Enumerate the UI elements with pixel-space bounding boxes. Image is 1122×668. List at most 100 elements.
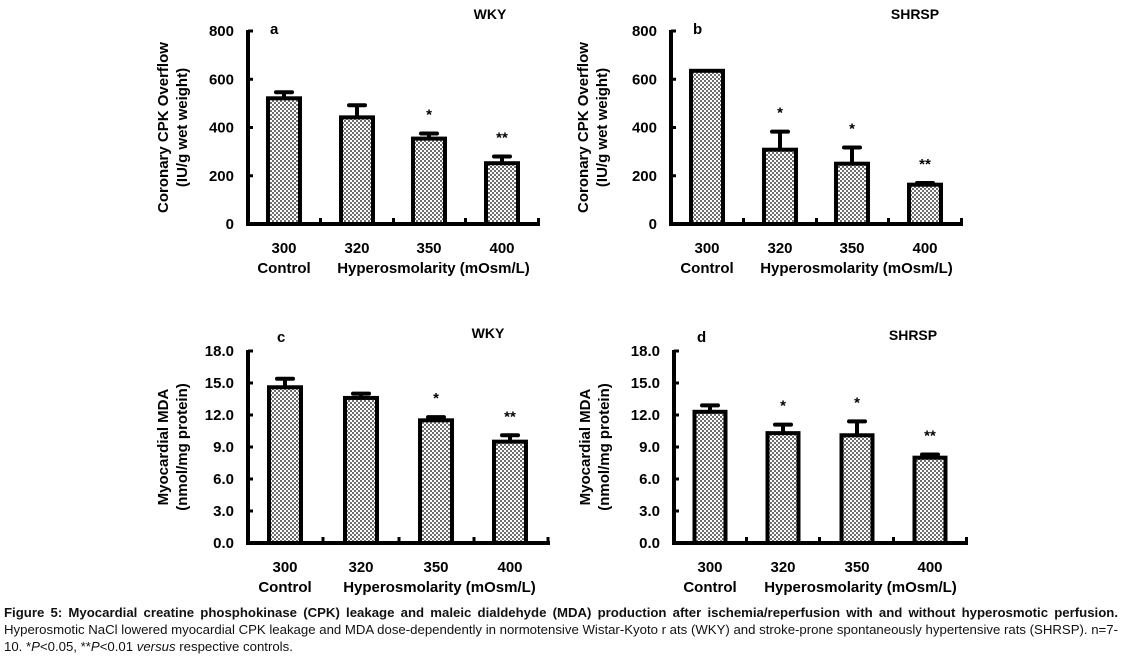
- y-axis-label-line1: Coronary CPK Overflow: [575, 42, 592, 213]
- y-tick-label: 12.0: [205, 407, 234, 424]
- caption-p2: P: [90, 639, 100, 654]
- caption-text-2: <0.05, **: [39, 639, 91, 654]
- bar-350: [418, 418, 454, 546]
- x-group-label-control: Control: [257, 260, 310, 277]
- bar-350: [834, 161, 870, 226]
- x-tick-label: 350: [839, 240, 864, 257]
- panel-letter: c: [277, 329, 285, 346]
- bar-300: [266, 96, 302, 226]
- x-tick-label: 320: [344, 240, 369, 257]
- caption-text-4: respective controls.: [175, 639, 293, 654]
- y-tick-label: 15.0: [205, 375, 234, 392]
- significance-marker: *: [433, 390, 439, 407]
- significance-marker: **: [504, 408, 516, 425]
- y-tick-label: 800: [632, 23, 657, 40]
- panel-letter: a: [270, 21, 279, 38]
- panel-title: SHRSP: [889, 327, 937, 343]
- bar-320: [765, 431, 801, 545]
- x-tick-label: 400: [917, 559, 942, 576]
- y-tick-label: 600: [209, 71, 234, 88]
- y-axis-label-line2: (nmol/mg protein): [596, 383, 613, 511]
- y-tick-label: 0: [226, 216, 234, 233]
- bar-300: [689, 68, 725, 227]
- caption-p1: P: [31, 639, 40, 654]
- figure-caption: Figure 5: Myocardial creatine phosphokin…: [4, 604, 1118, 655]
- x-axis-title: Hyperosmolarity (mOsm/L): [337, 260, 530, 277]
- caption-text-1: Hyperosmotic NaCl lowered myocardial CPK…: [4, 622, 1118, 654]
- y-tick-label: 0.0: [639, 535, 660, 552]
- significance-marker: *: [854, 394, 860, 411]
- significance-marker: *: [849, 121, 855, 138]
- y-axis-label-line1: Myocardial MDA: [155, 388, 172, 505]
- significance-marker: *: [777, 105, 783, 122]
- y-tick-label: 200: [632, 168, 657, 185]
- y-tick-label: 6.0: [639, 471, 660, 488]
- bar-300: [267, 385, 303, 545]
- y-tick-label: 400: [209, 120, 234, 137]
- x-group-label-control: Control: [683, 579, 736, 596]
- x-tick-label: 400: [489, 240, 514, 257]
- y-axis-label-line2: (nmol/mg protein): [174, 383, 191, 511]
- significance-marker: **: [924, 427, 936, 444]
- bar-400: [912, 455, 948, 545]
- y-tick-label: 15.0: [631, 375, 660, 392]
- y-tick-label: 18.0: [631, 343, 660, 360]
- x-tick-label: 300: [271, 240, 296, 257]
- x-axis-title: Hyperosmolarity (mOsm/L): [764, 579, 957, 596]
- x-tick-label: 350: [423, 559, 448, 576]
- x-tick-label: 400: [912, 240, 937, 257]
- panel-b: SHRSP b Coronary CPK Overflow (IU/g wet wei…: [575, 6, 963, 277]
- bar-300: [692, 409, 728, 545]
- bar-320: [339, 115, 375, 226]
- y-tick-label: 18.0: [205, 343, 234, 360]
- bar-350: [839, 433, 875, 545]
- caption-title: Figure 5: Myocardial creatine phosphokin…: [4, 605, 1118, 620]
- y-tick-label: 200: [209, 168, 234, 185]
- significance-marker: **: [919, 156, 931, 173]
- panel-title: SHRSP: [891, 6, 939, 22]
- x-tick-label: 320: [767, 240, 792, 257]
- y-tick-label: 800: [209, 23, 234, 40]
- panel-letter: b: [693, 21, 702, 38]
- x-tick-label: 300: [272, 559, 297, 576]
- panel-a: WKY a Coronary CPK Overflow (IU/g wet weigh…: [155, 6, 540, 277]
- significance-marker: *: [426, 107, 432, 124]
- x-axis-title: Hyperosmolarity (mOsm/L): [760, 260, 953, 277]
- x-axis-title: Hyperosmolarity (mOsm/L): [343, 579, 536, 596]
- bar-400: [484, 161, 520, 226]
- y-axis-label-line1: Myocardial MDA: [577, 388, 594, 505]
- x-group-label-control: Control: [258, 579, 311, 596]
- panel-c: WKY c Myocardial MDA (nmol/mg protein) 300 32…: [155, 325, 550, 596]
- y-tick-label: 12.0: [631, 407, 660, 424]
- panel-d: SHRSP d Myocardial MDA (nmol/mg protein) 300…: [577, 327, 968, 596]
- y-tick-label: 9.0: [639, 439, 660, 456]
- y-tick-label: 9.0: [213, 439, 234, 456]
- caption-text-3: <0.01: [99, 639, 137, 654]
- panel-letter: d: [697, 329, 706, 346]
- y-tick-label: 0: [649, 216, 657, 233]
- x-tick-label: 320: [348, 559, 373, 576]
- y-tick-label: 400: [632, 120, 657, 137]
- bar-320: [343, 395, 379, 545]
- bar-400: [492, 439, 528, 545]
- x-tick-label: 300: [694, 240, 719, 257]
- y-tick-label: 0.0: [213, 535, 234, 552]
- y-axis-label-line2: (IU/g wet weight): [174, 68, 191, 187]
- bar-400: [907, 182, 943, 227]
- panel-title: WKY: [474, 6, 507, 22]
- significance-marker: **: [496, 129, 508, 146]
- caption-versus: versus: [136, 639, 176, 654]
- significance-marker: *: [780, 398, 786, 415]
- y-tick-label: 6.0: [213, 471, 234, 488]
- y-tick-label: 3.0: [639, 503, 660, 520]
- x-tick-label: 400: [497, 559, 522, 576]
- x-tick-label: 350: [844, 559, 869, 576]
- x-group-label-control: Control: [680, 260, 733, 277]
- y-axis-label-line1: Coronary CPK Overflow: [155, 42, 172, 213]
- x-tick-label: 320: [770, 559, 795, 576]
- bar-320: [762, 147, 798, 227]
- y-tick-label: 600: [632, 71, 657, 88]
- x-tick-label: 350: [416, 240, 441, 257]
- x-tick-label: 300: [697, 559, 722, 576]
